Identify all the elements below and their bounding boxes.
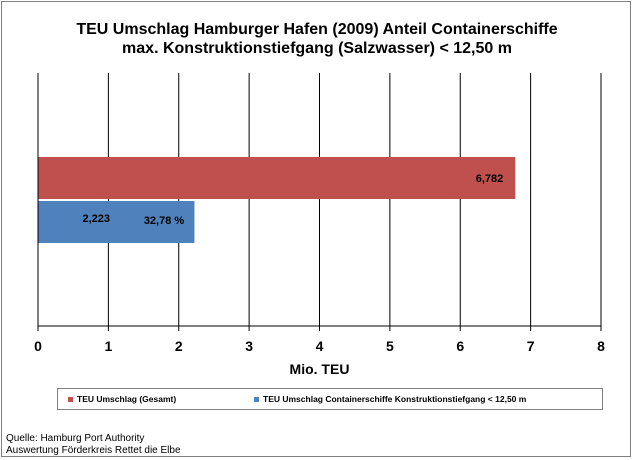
x-tick-label: 3 [245,338,253,354]
bar-series1 [38,157,516,199]
legend-item-series2: TEU Umschlag Containerschiffe Konstrukti… [254,389,526,409]
legend-item-series1: TEU Umschlag (Gesamt) [68,389,176,409]
source-line2: Auswertung Förderkreis Rettet die Elbe [6,445,181,456]
x-tick-label: 7 [527,338,535,354]
x-axis-title: Mio. TEU [290,361,350,377]
legend-label-series2: TEU Umschlag Containerschiffe Konstrukti… [263,394,527,404]
x-tick-label: 6 [456,338,464,354]
x-tick-label: 1 [104,338,112,354]
x-tick-label: 8 [597,338,605,354]
chart-title-line2: max. Konstruktionstiefgang (Salzwasser) … [122,40,512,57]
data-label-percent: 32,78 % [144,215,185,227]
data-label-series1: 6,782 [476,173,504,185]
legend-label-series1: TEU Umschlag (Gesamt) [77,394,177,404]
legend-swatch-series1 [68,396,73,402]
x-tick-label: 5 [386,338,394,354]
source-line1: Quelle: Hamburg Port Authority [6,433,145,444]
source-note: Quelle: Hamburg Port Authority Auswertun… [6,433,181,457]
chart-title: TEU Umschlag Hamburger Hafen (2009) Ante… [0,20,634,58]
bar-series2 [38,201,195,243]
x-tick-label: 2 [175,338,183,354]
x-tick-label: 0 [34,338,42,354]
chart-title-line1: TEU Umschlag Hamburger Hafen (2009) Ante… [76,21,558,38]
x-tick-label: 4 [316,338,324,354]
legend-swatch-series2 [254,396,259,402]
data-label-series2: 2,223 [82,213,110,225]
legend: TEU Umschlag (Gesamt) TEU Umschlag Conta… [57,388,603,410]
chart-plot: 0 1 2 3 4 5 6 7 8 Mio. TEU 6,782 2,223 32,78 % [34,73,605,377]
